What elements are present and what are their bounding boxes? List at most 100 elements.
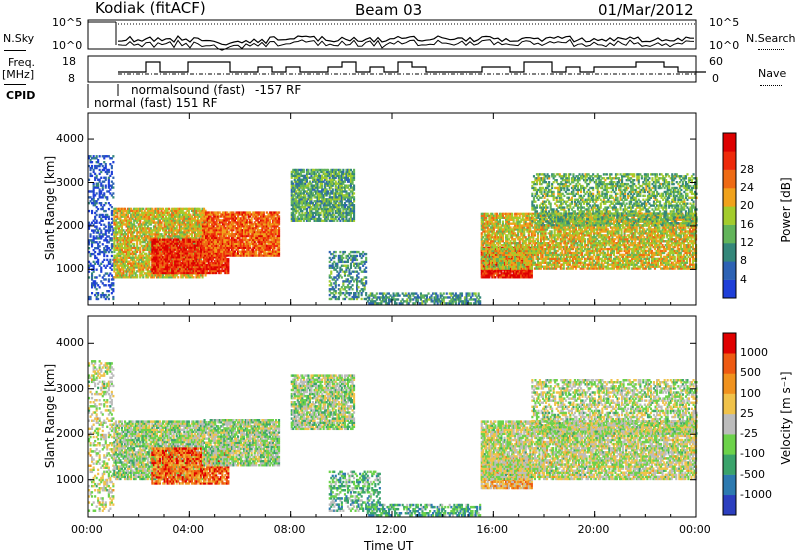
heatmap-cell	[180, 265, 183, 269]
heatmap-cell	[207, 265, 210, 269]
heatmap-cell	[139, 250, 142, 254]
heatmap-cell	[149, 246, 152, 250]
heatmap-cell	[178, 260, 181, 263]
heatmap-cell	[200, 266, 203, 269]
heatmap-cell	[95, 155, 98, 158]
heatmap-cell	[174, 260, 177, 263]
heatmap-cell	[177, 217, 180, 220]
heatmap-cell	[106, 215, 109, 219]
heatmap-cell	[120, 219, 124, 222]
heatmap-cell	[206, 258, 209, 261]
heatmap-cell	[95, 176, 98, 179]
heatmap-cell	[137, 231, 140, 234]
heatmap-cell	[174, 246, 177, 249]
cpid-line1: normalsound (fast)	[131, 84, 245, 96]
heatmap-cell	[89, 223, 92, 226]
heatmap-cell	[134, 254, 137, 257]
heatmap-cell	[117, 229, 121, 232]
heatmap-cell	[113, 211, 116, 214]
heatmap-cell	[146, 209, 149, 213]
heatmap-cell	[213, 267, 216, 271]
heatmap-cell	[125, 244, 128, 248]
heatmap-cell	[154, 235, 157, 238]
heatmap-cell	[180, 209, 183, 213]
heatmap-cell	[113, 258, 116, 261]
heatmap-cell	[203, 256, 206, 259]
heatmap-cell	[184, 267, 187, 271]
heatmap-cell	[109, 258, 112, 262]
heatmap-cell	[158, 207, 162, 211]
heatmap-cell	[114, 262, 118, 265]
heatmap-cell	[198, 260, 201, 263]
heatmap-cell	[148, 223, 151, 226]
heatmap-cell	[136, 233, 139, 236]
heatmap-cell	[180, 262, 183, 265]
heatmap-cell	[163, 267, 166, 271]
heatmap-cell	[114, 239, 118, 242]
heatmap-cell	[122, 276, 125, 279]
heatmap-cell	[139, 240, 142, 244]
heatmap-cell	[171, 269, 174, 273]
heatmap-cell	[169, 229, 172, 232]
heatmap-cell	[89, 297, 92, 301]
heatmap-cell	[109, 174, 112, 178]
heatmap-cell	[92, 168, 95, 172]
heatmap-cell	[158, 250, 162, 253]
heatmap-cell	[180, 254, 183, 257]
heatmap-cell	[110, 254, 113, 258]
heatmap-cell	[227, 258, 230, 261]
heatmap-cell	[189, 250, 192, 253]
heatmap-cell	[133, 270, 136, 273]
heatmap-cell	[178, 231, 181, 234]
heatmap-cell	[127, 229, 130, 232]
heatmap-cell	[107, 280, 110, 283]
heatmap-cell	[140, 211, 143, 214]
heatmap-cell	[101, 293, 104, 297]
heatmap-cell	[131, 223, 134, 226]
heatmap-cell	[204, 260, 207, 263]
heatmap-cell	[124, 240, 127, 244]
heatmap-cell	[165, 267, 168, 271]
heatmap-cell	[158, 246, 162, 249]
heatmap-cell	[198, 264, 201, 267]
heatmap-cell	[139, 254, 142, 257]
heatmap-cell	[145, 266, 148, 269]
heatmap-cell	[127, 211, 130, 214]
power-heatmap	[88, 155, 698, 305]
heatmap-cell	[190, 248, 194, 251]
heatmap-cell	[165, 238, 168, 241]
heatmap-cell	[190, 207, 194, 211]
heatmap-cell	[122, 237, 125, 240]
heatmap-cell	[109, 286, 112, 289]
heatmap-cell	[192, 219, 195, 222]
heatmap-cell	[200, 238, 203, 241]
heatmap-cell	[190, 271, 194, 275]
heatmap-cell	[128, 219, 131, 222]
heatmap-cell	[256, 215, 259, 218]
heatmap-cell	[171, 227, 174, 230]
heatmap-cell	[198, 265, 201, 269]
heatmap-cell	[122, 239, 125, 242]
heatmap-cell	[201, 269, 204, 273]
heatmap-cell	[104, 155, 107, 158]
heatmap-cell	[116, 221, 119, 224]
noise-panel-frame	[87, 19, 697, 50]
heatmap-cell	[149, 233, 152, 236]
heatmap-cell	[101, 206, 104, 209]
heatmap-cell	[187, 229, 190, 232]
heatmap-cell	[116, 237, 119, 240]
heatmap-cell	[137, 219, 140, 222]
heatmap-cell	[112, 161, 115, 164]
heatmap-cell	[119, 268, 122, 271]
heatmap-cell	[98, 264, 101, 267]
heatmap-cell	[172, 244, 175, 247]
heatmap-cell	[178, 213, 181, 216]
heatmap-cell	[125, 215, 128, 218]
heatmap-cell	[140, 235, 143, 238]
heatmap-cell	[117, 231, 121, 234]
heatmap-cell	[174, 211, 177, 214]
heatmap-cell	[142, 229, 145, 232]
heatmap-cell	[162, 269, 165, 273]
heatmap-cell	[89, 168, 92, 172]
heatmap-cell	[101, 188, 104, 191]
